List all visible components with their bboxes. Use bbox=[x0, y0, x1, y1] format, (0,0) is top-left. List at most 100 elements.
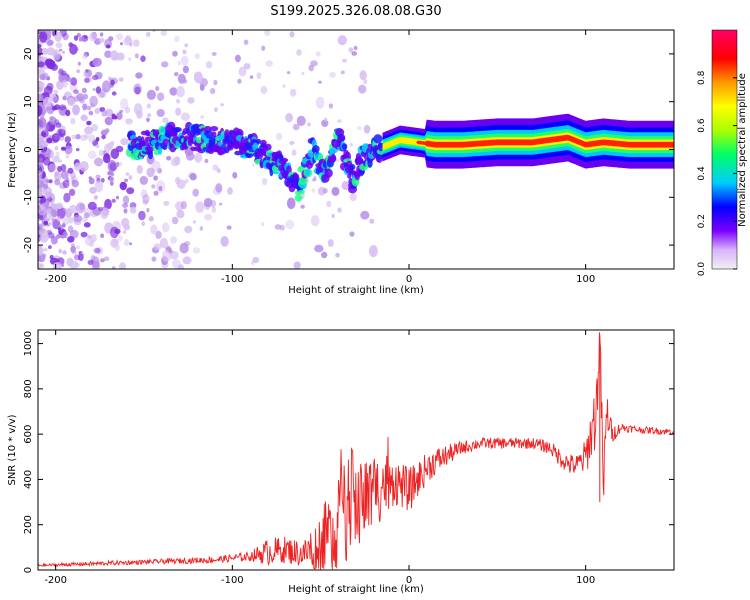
spectral-noise-blob bbox=[62, 95, 67, 101]
spectral-noise-blob bbox=[264, 30, 271, 37]
spectral-noise-blob bbox=[46, 59, 56, 70]
spectral-noise-blob bbox=[56, 80, 64, 90]
spectral-noise-blob bbox=[54, 146, 59, 151]
spectral-noise-blob bbox=[38, 128, 42, 135]
spectral-noise-blob bbox=[292, 123, 300, 131]
spectral-noise-blob bbox=[331, 213, 335, 219]
spectral-noise-blob bbox=[61, 79, 68, 88]
spectral-noise-blob bbox=[180, 200, 187, 210]
spectral-noise-blob bbox=[54, 31, 62, 42]
spectral-noise-blob bbox=[99, 32, 104, 37]
spectral-noise-blob bbox=[118, 77, 124, 82]
spectral-noise-blob bbox=[161, 61, 169, 68]
spectral-noise-blob bbox=[50, 236, 58, 245]
spectral-noise-blob bbox=[192, 247, 201, 254]
spectral-noise-blob bbox=[76, 33, 81, 38]
spectral-noise-blob bbox=[54, 178, 61, 186]
spectral-noise-blob bbox=[162, 117, 169, 123]
spectral-noise-blob bbox=[275, 132, 283, 141]
spectral-noise-blob bbox=[182, 65, 189, 74]
spectral-ridge-blob bbox=[328, 147, 338, 154]
snr-y-label: SNR (10 * v/v) bbox=[7, 414, 18, 485]
spectral-noise-blob bbox=[43, 247, 48, 252]
spectral-noise-blob bbox=[321, 251, 328, 259]
spectral-noise-blob bbox=[289, 140, 295, 146]
spectral-noise-blob bbox=[189, 172, 197, 181]
spectral-noise-blob bbox=[111, 91, 117, 96]
spectrogram-x-label: Height of straight line (km) bbox=[288, 285, 424, 296]
spectral-noise-blob bbox=[321, 119, 329, 128]
spectral-noise-blob bbox=[192, 188, 199, 197]
spectral-noise-blob bbox=[62, 231, 68, 239]
spectral-noise-blob bbox=[81, 114, 87, 122]
spectral-noise-blob bbox=[39, 228, 48, 239]
spectral-ridge-blob bbox=[298, 176, 308, 185]
spectral-noise-blob bbox=[61, 50, 65, 54]
spectral-noise-blob bbox=[115, 33, 124, 40]
spectral-noise-blob bbox=[119, 262, 126, 269]
spectral-noise-blob bbox=[151, 160, 161, 172]
spectral-noise-blob bbox=[38, 237, 41, 243]
spectral-noise-blob bbox=[47, 232, 55, 239]
spectral-noise-blob bbox=[103, 256, 110, 262]
spectral-noise-blob bbox=[83, 35, 88, 39]
spectral-noise-blob bbox=[60, 70, 67, 76]
spectral-noise-blob bbox=[86, 105, 92, 111]
spectral-noise-blob bbox=[73, 218, 82, 226]
spectral-noise-blob bbox=[101, 80, 112, 93]
spectral-ridge-blob bbox=[337, 136, 345, 142]
spectral-noise-blob bbox=[83, 51, 90, 57]
spectral-noise-blob bbox=[155, 230, 162, 239]
spectral-noise-blob bbox=[170, 236, 178, 244]
spectral-noise-blob bbox=[353, 45, 358, 51]
spectral-noise-blob bbox=[46, 40, 54, 47]
spectral-noise-blob bbox=[182, 256, 192, 265]
spectrogram-y-tick-label: 0 bbox=[23, 146, 34, 152]
spectral-noise-blob bbox=[89, 212, 93, 217]
spectral-noise-blob bbox=[116, 52, 125, 61]
spectral-noise-blob bbox=[104, 128, 110, 134]
spectral-noise-blob bbox=[38, 105, 43, 117]
spectral-noise-blob bbox=[357, 126, 362, 130]
spectral-noise-blob bbox=[129, 242, 133, 246]
snr-x-tick-label: -100 bbox=[221, 575, 244, 586]
spectral-noise-blob bbox=[289, 31, 295, 38]
spectral-noise-blob bbox=[58, 104, 67, 111]
spectral-noise-blob bbox=[184, 43, 188, 48]
spectral-noise-blob bbox=[49, 116, 54, 121]
spectral-noise-blob bbox=[104, 108, 114, 117]
snr-y-tick-label: 0 bbox=[23, 567, 34, 573]
spectral-noise-blob bbox=[87, 150, 97, 160]
spectral-noise-blob bbox=[251, 163, 255, 167]
spectral-noise-blob bbox=[252, 256, 260, 264]
spectral-noise-blob bbox=[54, 171, 62, 181]
spectral-ridge-blob bbox=[256, 138, 262, 144]
spectral-noise-blob bbox=[76, 69, 81, 73]
spectral-noise-blob bbox=[110, 172, 114, 177]
spectral-noise-blob bbox=[243, 63, 251, 70]
spectral-noise-blob bbox=[71, 179, 80, 188]
spectral-noise-blob bbox=[57, 227, 62, 231]
spectral-noise-blob bbox=[87, 259, 94, 265]
spectral-noise-blob bbox=[214, 107, 218, 113]
spectral-noise-blob bbox=[212, 164, 219, 171]
spectral-noise-blob bbox=[307, 122, 311, 127]
spectral-noise-blob bbox=[153, 190, 159, 196]
spectral-noise-blob bbox=[151, 184, 156, 189]
spectral-noise-blob bbox=[192, 220, 197, 224]
spectral-noise-blob bbox=[101, 134, 106, 140]
spectral-noise-blob bbox=[53, 134, 60, 140]
spectral-noise-blob bbox=[92, 260, 100, 269]
spectral-noise-blob bbox=[94, 107, 101, 114]
spectral-ridge-blob bbox=[298, 189, 305, 195]
spectral-noise-blob bbox=[337, 119, 342, 123]
spectral-noise-blob bbox=[315, 96, 325, 109]
spectral-noise-blob bbox=[172, 50, 178, 57]
spectral-noise-blob bbox=[70, 245, 76, 253]
spectral-noise-blob bbox=[65, 109, 71, 117]
spectral-noise-blob bbox=[72, 104, 80, 116]
spectral-noise-blob bbox=[168, 249, 173, 254]
spectral-noise-blob bbox=[210, 199, 217, 208]
spectral-noise-blob bbox=[56, 234, 61, 239]
spectral-noise-blob bbox=[358, 84, 367, 94]
